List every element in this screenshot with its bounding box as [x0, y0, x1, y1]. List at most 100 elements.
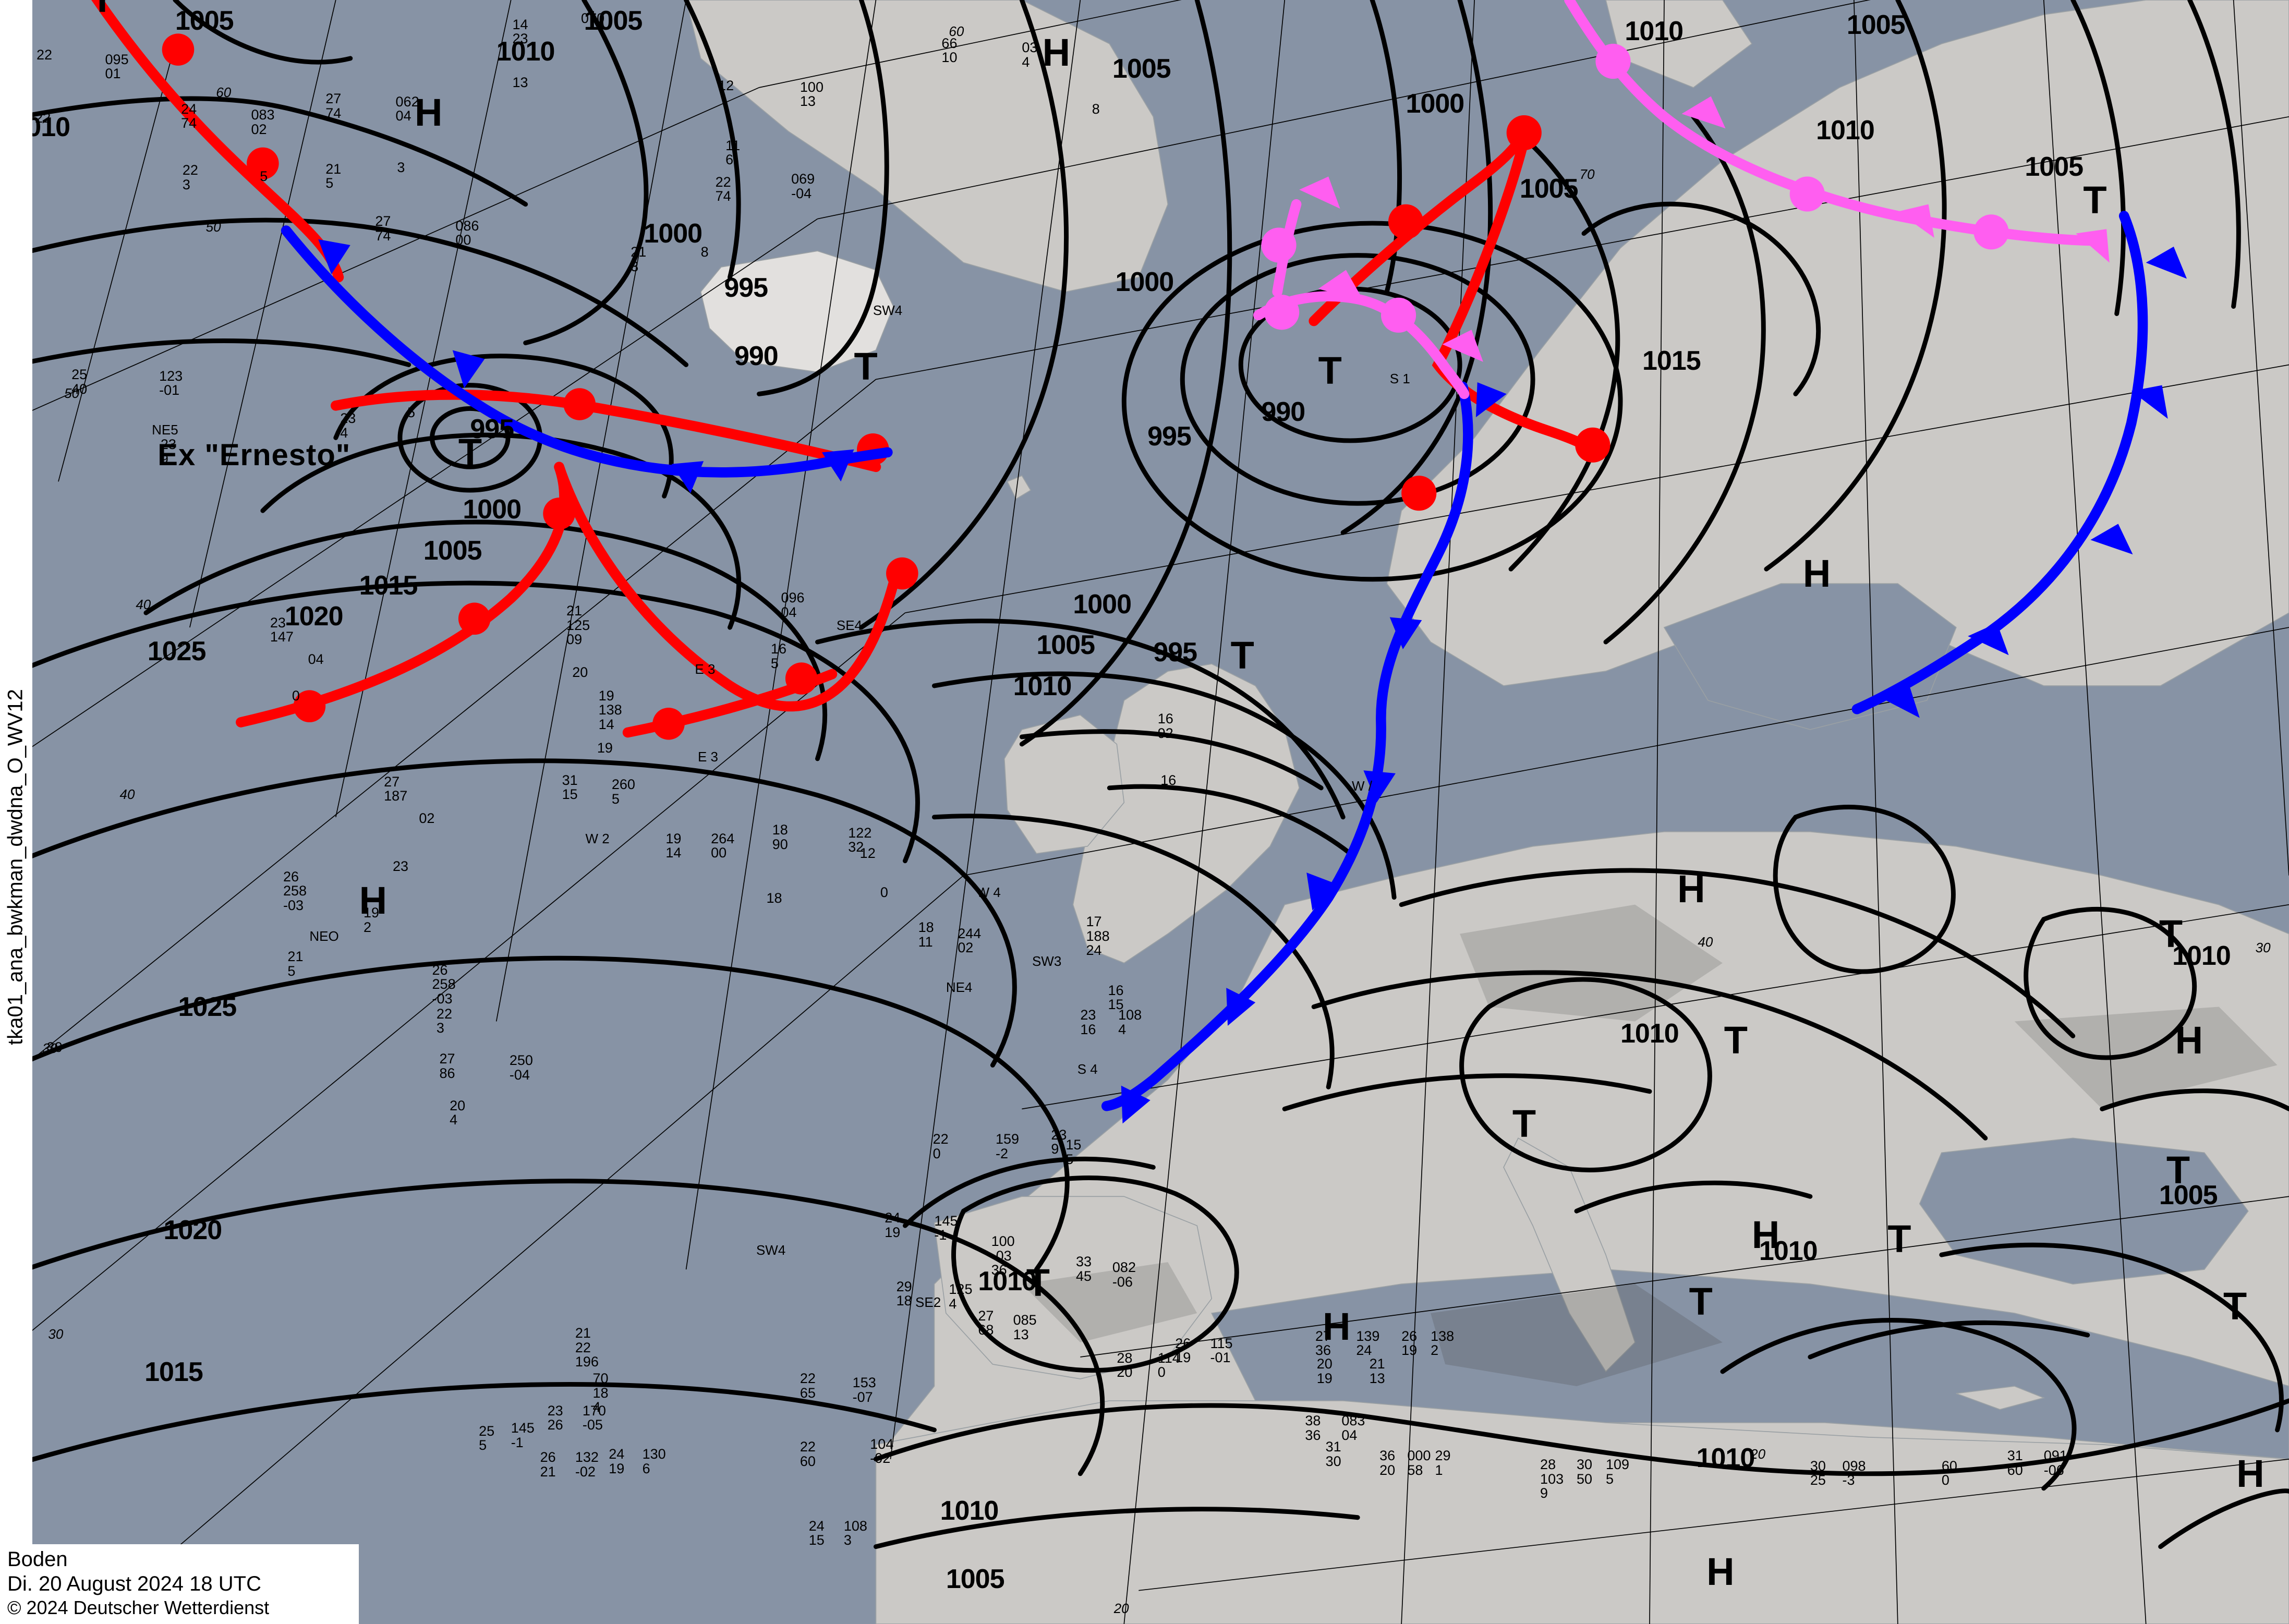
station-plot-value: 28 103 9 [1540, 1457, 1564, 1501]
low-pressure-centre: T [2159, 912, 2183, 956]
station-plot-value: 132 -02 [575, 1449, 599, 1480]
station-plot-value: 27 74 [375, 213, 391, 244]
station-plot-value: 16 5 [770, 641, 786, 671]
station-plot-value: 250 -04 [509, 1052, 533, 1083]
station-plot-value: 159 -2 [995, 1131, 1020, 1161]
station-plot-value: 36 20 [1379, 1448, 1396, 1478]
isobar-label-1005: 1005 [2159, 1180, 2218, 1211]
station-plot-value: 5 [260, 168, 268, 184]
station-plot-value: 18 90 [772, 821, 788, 852]
station-plot-value: 122 32 [848, 825, 872, 855]
isobar-label-1010: 1010 [1696, 1443, 1755, 1473]
station-plot-value: 70 18 4 [592, 1370, 609, 1415]
isobar-label-1000: 1000 [1073, 589, 1132, 620]
station-plot-value: 31 60 [2007, 1448, 2023, 1478]
low-pressure-centre: T [854, 344, 878, 388]
named-storm-label: Ex "Ernesto" [158, 438, 351, 472]
graticule-label-60: 60 [216, 84, 232, 101]
isobar-label-1005: 1005 [946, 1564, 1005, 1595]
isobar-label-1005: 1005 [175, 5, 234, 36]
station-plot-value: 19 138 14 [598, 687, 622, 732]
wind-label: SE2 [915, 1294, 941, 1311]
wind-label: S 4 [1077, 1061, 1098, 1077]
station-plot-value: 31 30 [1325, 1439, 1341, 1469]
station-plot-value: 070 [581, 10, 605, 27]
terrain-shading [1022, 904, 2278, 1386]
graticule-label-40: 40 [136, 597, 151, 613]
isobar-label-1010: 1010 [978, 1266, 1037, 1297]
high-pressure-centre: H [1042, 31, 1071, 75]
graticule-label-40: 40 [119, 786, 135, 803]
low-pressure-centre: T [1230, 633, 1254, 677]
station-plot-value: 22 60 [800, 1439, 816, 1469]
station-plot-value: 104 -02 [870, 1436, 894, 1467]
station-plot-value: 27 68 [978, 1307, 994, 1338]
station-plot-value: 23 147 [270, 614, 294, 645]
station-plot-value: 21 22 196 [575, 1325, 599, 1370]
station-plot-value: 16 [1160, 772, 1177, 788]
isobar-label-1000: 1000 [1406, 89, 1465, 119]
caption-copyright: © 2024 Deutscher Wetterdienst [7, 1596, 270, 1618]
low-pressure-centre: T [1318, 349, 1342, 393]
station-plot-value: 25 5 [479, 1423, 495, 1453]
station-plot-value: 18 [766, 890, 782, 906]
warm-front-bow [554, 462, 899, 712]
station-plot-value: 083 02 [251, 107, 275, 137]
wind-label: E 3 [697, 749, 718, 765]
station-plot-value: 03 4 [1022, 40, 1038, 70]
graticule-label-30: 30 [2255, 939, 2271, 955]
wind-label: W / [1351, 778, 1372, 794]
isobar-label-1005: 1005 [1846, 10, 1906, 41]
station-plot-value: 095 01 [105, 51, 129, 82]
station-plot-value: 3 [397, 159, 405, 175]
station-plot-value: 26 21 [540, 1449, 556, 1480]
isobar-label-1010: 1010 [1013, 671, 1072, 701]
station-plot-value: 20 19 [1316, 1355, 1333, 1386]
low-pressure-centre: T [1512, 1101, 1536, 1145]
cold-front-barbs [318, 239, 2187, 1124]
high-pressure-centre: H [359, 878, 387, 922]
isobar-label-1005: 1005 [584, 5, 643, 36]
station-plot-value: 115 -01 [1210, 1335, 1233, 1366]
wind-label: W 4 [976, 884, 1001, 901]
station-plot-value: 24 19 [609, 1446, 625, 1476]
isobar-label-1005: 1005 [1519, 173, 1579, 204]
graticule-label-60: 60 [949, 23, 964, 39]
station-plot-value: 22 [36, 47, 53, 63]
station-plot-value: 18 11 [918, 919, 934, 950]
graticule-label-50: 50 [64, 385, 80, 401]
isobar-label-1005: 1005 [1112, 54, 1171, 84]
isobar-label-1005: 1005 [423, 535, 482, 566]
cold-front-eastern [1851, 211, 2148, 714]
station-plot-value: 12 [718, 78, 734, 94]
station-plot-value: 085 13 [1013, 1312, 1037, 1342]
station-plot-value: 26 19 [1175, 1335, 1191, 1366]
station-plot-value: 22 [35, 110, 51, 126]
low-pressure-centre: T [91, 0, 114, 18]
wind-label: NE5 [152, 422, 178, 438]
station-plot-value: 170 -05 [582, 1402, 606, 1433]
station-plot-value: 083 04 [1341, 1413, 1365, 1443]
isobar-label-1010: 1010 [1620, 1018, 1679, 1049]
station-plot-value: 8 [1092, 101, 1100, 117]
station-plot-value: 096 04 [781, 590, 805, 620]
station-plot-value: 20 [572, 664, 588, 680]
graticule-label-50: 50 [205, 219, 221, 235]
station-plot-value: 30 [46, 1039, 63, 1055]
isobar-label-1020: 1020 [284, 601, 344, 632]
station-plot-value: 19 2 [363, 905, 380, 935]
isobar-label-1020: 1020 [163, 1215, 223, 1246]
caption-valid-time: Di. 20 August 2024 18 UTC [7, 1572, 261, 1596]
station-plot-value: 069 -04 [791, 171, 815, 201]
wind-label: W 2 [585, 830, 610, 846]
station-plot-value: 11 6 [725, 137, 741, 168]
low-pressure-centre: T [2166, 1148, 2190, 1192]
wind-label: SW4 [756, 1242, 786, 1258]
station-plot-value: 091 -06 [2043, 1448, 2067, 1478]
isobar-label-1010: 1010 [940, 1495, 999, 1526]
station-plot-value: 21 3 [631, 244, 647, 274]
station-plot-value: 23 9 [1051, 1126, 1067, 1157]
high-pressure-centre: H [1706, 1549, 1735, 1593]
isobar-label-1015: 1015 [359, 570, 418, 601]
occluded-front-symbols [1261, 43, 2110, 362]
